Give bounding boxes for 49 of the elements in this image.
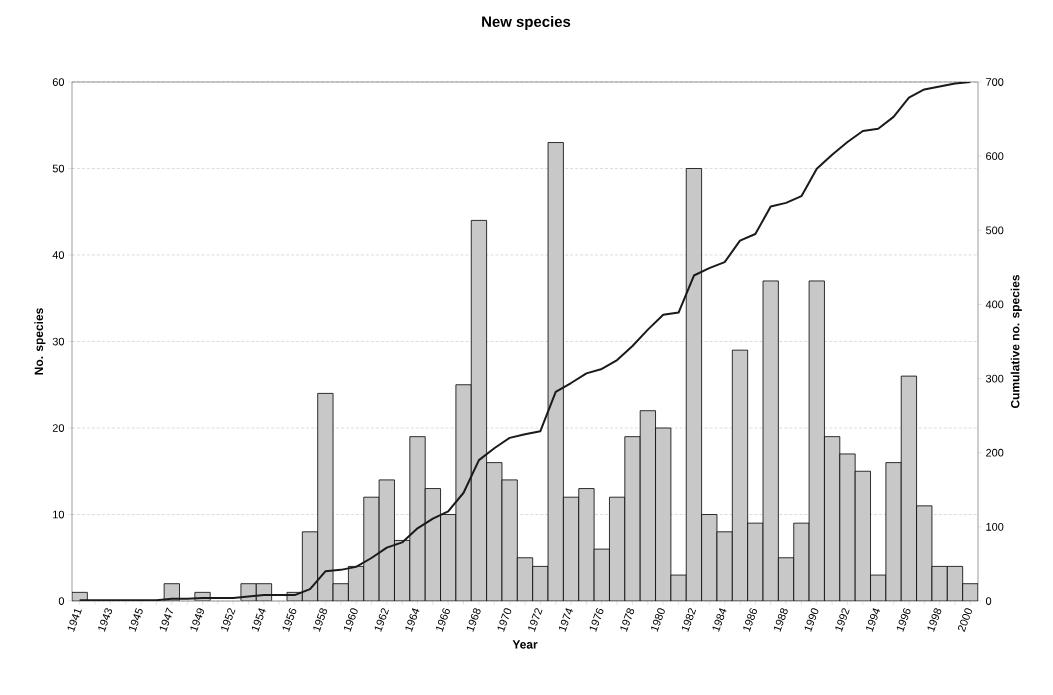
x-tick-label: 1960 bbox=[343, 608, 358, 632]
x-tick-label: 1958 bbox=[313, 608, 328, 632]
x-axis-title: Year bbox=[512, 640, 538, 649]
y-tick-label: 50 bbox=[52, 164, 65, 173]
y2-tick-label: 400 bbox=[985, 300, 1004, 309]
x-tick-label: 1988 bbox=[773, 608, 788, 632]
x-tick-label: 1966 bbox=[436, 608, 450, 632]
y2-tick-label: 100 bbox=[986, 522, 1004, 531]
x-tick-label: 1941 bbox=[67, 609, 82, 632]
y2-tick-label: 200 bbox=[986, 448, 1004, 457]
y-tick-label: 10 bbox=[53, 510, 65, 519]
y2-tick-label: 0 bbox=[985, 597, 992, 605]
y-tick-label: 60 bbox=[52, 78, 65, 86]
x-tick-label: 1943 bbox=[98, 608, 113, 632]
x-tick-label: 1945 bbox=[129, 607, 143, 632]
chart-title: New species bbox=[482, 16, 571, 30]
x-tick-label: 1984 bbox=[712, 608, 727, 632]
y2-tick-label: 700 bbox=[986, 78, 1004, 86]
x-tick-label: 2000 bbox=[957, 608, 972, 632]
x-tick-label: 1949 bbox=[190, 608, 205, 632]
y-tick-label: 0 bbox=[58, 597, 65, 605]
x-tick-label: 1978 bbox=[620, 608, 635, 632]
y-tick-label: 20 bbox=[52, 424, 65, 432]
x-tick-label: 1964 bbox=[405, 608, 420, 632]
x-tick-label: 1976 bbox=[589, 608, 604, 632]
x-tick-label: 1992 bbox=[835, 608, 850, 632]
y-tick-label: 30 bbox=[52, 337, 65, 346]
y2-axis-title: Cumulative no. species bbox=[1010, 275, 1022, 409]
y2-tick-label: 500 bbox=[985, 226, 1004, 235]
x-tick-label: 1994 bbox=[866, 608, 881, 632]
x-tick-label: 1947 bbox=[159, 607, 174, 632]
y2-tick-label: 600 bbox=[986, 152, 1004, 161]
y-axis-title: No. species bbox=[34, 308, 46, 375]
x-tick-label: 1974 bbox=[558, 608, 573, 632]
x-tick-label: 1986 bbox=[743, 608, 757, 632]
x-tick-label: 1952 bbox=[221, 608, 236, 632]
x-tick-label: 1968 bbox=[466, 608, 481, 632]
x-tick-label: 1962 bbox=[374, 608, 389, 632]
x-tick-label: 1980 bbox=[651, 608, 665, 632]
x-tick-label: 1998 bbox=[927, 608, 942, 632]
x-tick-label: 1996 bbox=[896, 608, 911, 632]
x-tick-label: 1972 bbox=[528, 608, 543, 632]
x-tick-label: 1956 bbox=[282, 608, 297, 632]
y2-tick-label: 300 bbox=[985, 374, 1004, 383]
x-tick-label: 1954 bbox=[251, 608, 266, 632]
x-tick-label: 1982 bbox=[681, 608, 697, 632]
y-tick-label: 40 bbox=[52, 251, 65, 259]
x-tick-label: 1970 bbox=[497, 608, 512, 632]
x-tick-label: 1990 bbox=[804, 608, 819, 632]
